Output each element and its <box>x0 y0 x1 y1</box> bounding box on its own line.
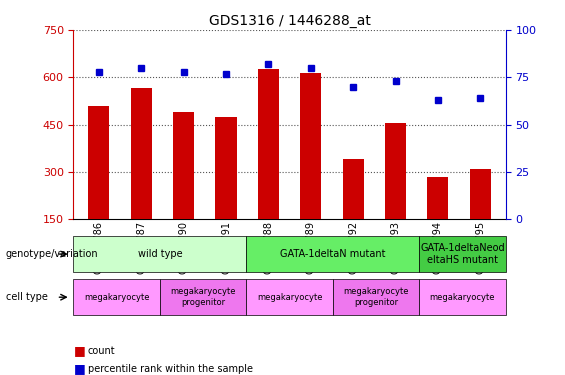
Text: GATA-1deltaN mutant: GATA-1deltaN mutant <box>280 249 385 259</box>
Text: count: count <box>88 346 115 355</box>
Text: ■: ■ <box>73 362 85 375</box>
Bar <box>470 169 491 219</box>
Bar <box>173 112 194 219</box>
Text: wild type: wild type <box>138 249 182 259</box>
Text: megakaryocyte
progenitor: megakaryocyte progenitor <box>171 288 236 307</box>
Text: megakaryocyte: megakaryocyte <box>84 292 149 302</box>
Text: megakaryocyte
progenitor: megakaryocyte progenitor <box>344 288 408 307</box>
Bar <box>427 177 449 219</box>
Text: GATA-1deltaNeod
eltaHS mutant: GATA-1deltaNeod eltaHS mutant <box>420 243 505 265</box>
Bar <box>300 73 321 219</box>
Bar <box>215 117 237 219</box>
Bar <box>131 88 152 219</box>
Text: cell type: cell type <box>6 292 47 302</box>
Text: ■: ■ <box>73 344 85 357</box>
Bar <box>88 106 110 219</box>
Text: percentile rank within the sample: percentile rank within the sample <box>88 364 253 374</box>
Bar <box>385 123 406 219</box>
Text: megakaryocyte: megakaryocyte <box>257 292 322 302</box>
Text: genotype/variation: genotype/variation <box>6 249 98 259</box>
Title: GDS1316 / 1446288_at: GDS1316 / 1446288_at <box>208 13 371 28</box>
Bar <box>342 159 364 219</box>
Bar <box>258 69 279 219</box>
Text: megakaryocyte: megakaryocyte <box>430 292 495 302</box>
